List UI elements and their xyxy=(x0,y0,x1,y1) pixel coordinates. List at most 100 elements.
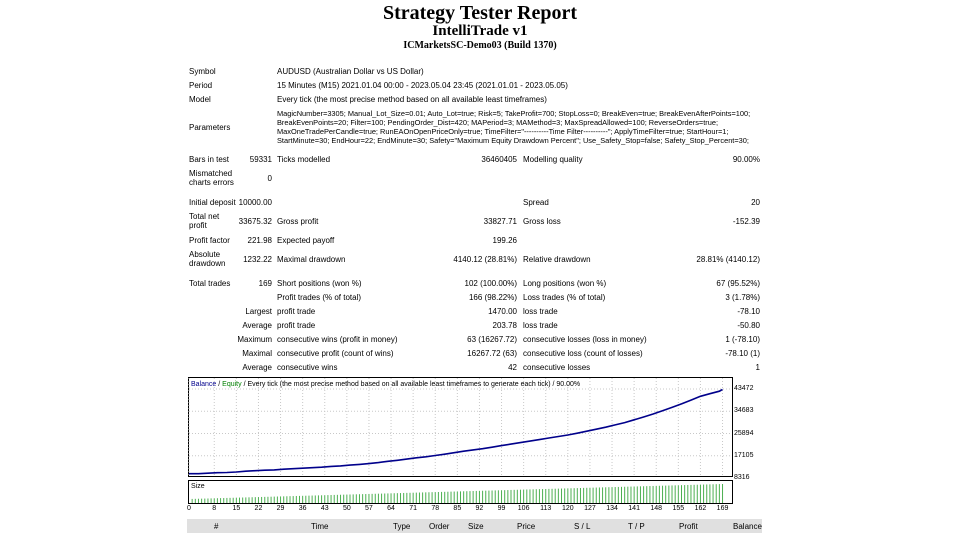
average2-label: Average xyxy=(242,363,272,372)
y-tick-label: 34683 xyxy=(734,407,754,415)
legend-equity: Equity xyxy=(222,381,242,388)
x-tick-label: 155 xyxy=(672,505,685,512)
x-tick-label: 29 xyxy=(276,505,285,512)
netprofit-value: 33675.32 xyxy=(238,217,272,226)
col-number: # xyxy=(214,522,219,531)
quality-label: Modelling quality xyxy=(523,155,583,164)
col-time: Time xyxy=(311,522,329,531)
table-row xyxy=(187,534,762,539)
deposit-value: 10000.00 xyxy=(238,198,272,207)
x-tick-label: 141 xyxy=(628,505,640,512)
col-tp: T / P xyxy=(628,522,645,531)
netprofit-label: Total net xyxy=(189,212,220,221)
profittrades-label: Profit trades (% of total) xyxy=(277,293,362,302)
mismatch-value: 0 xyxy=(267,174,272,183)
spread-label: Spread xyxy=(523,198,549,207)
absdd-value: 1232.22 xyxy=(243,255,272,264)
average-loss-label: loss trade xyxy=(523,321,558,330)
server-name: ICMarketsSC-Demo03 (Build 1370) xyxy=(403,40,557,51)
x-tick-label: 50 xyxy=(342,505,351,512)
x-tick-label: 43 xyxy=(320,505,329,512)
y-tick-label: 25894 xyxy=(734,429,754,437)
model-label: Model xyxy=(189,95,211,104)
average-profit-label: profit trade xyxy=(277,321,316,330)
mismatch-label: Mismatched xyxy=(189,169,233,178)
legend-sep: / xyxy=(218,381,220,388)
ticks-label: Ticks modelled xyxy=(277,155,331,164)
col-price: Price xyxy=(517,522,536,531)
short-value: 102 (100.00%) xyxy=(464,279,517,288)
quality-value: 90.00% xyxy=(732,155,760,164)
payoff-value: 199.26 xyxy=(492,236,517,245)
parameters-label: Parameters xyxy=(189,123,231,132)
col-size: Size xyxy=(468,522,484,531)
largest-profit-label: profit trade xyxy=(277,307,316,316)
x-tick-label: 22 xyxy=(254,505,263,512)
max-consec-wins-value: 63 (16267.72) xyxy=(467,335,517,344)
average-profit-value: 203.78 xyxy=(492,321,517,330)
period-value: 15 Minutes (M15) 2021.01.04 00:00 - 2023… xyxy=(277,81,568,90)
mismatch-label-2: charts errors xyxy=(189,178,234,187)
balance-chart: Balance / Equity / Every tick (the most … xyxy=(188,377,733,504)
max-consec-profit-label: consecutive profit (count of wins) xyxy=(277,349,394,358)
legend-rest: / Every tick (the most precise method ba… xyxy=(244,381,581,388)
payoff-label: Expected payoff xyxy=(277,236,335,245)
maximal-label: Maximal xyxy=(242,349,272,358)
deposit-label: Initial deposit xyxy=(189,198,236,207)
parameters-line: MagicNumber=3305; Manual_Lot_Size=0.01; … xyxy=(277,109,751,118)
x-tick-label: 127 xyxy=(584,505,596,512)
profitfactor-label: Profit factor xyxy=(189,236,230,245)
long-value: 67 (95.52%) xyxy=(716,279,760,288)
largest-loss-label: loss trade xyxy=(523,307,558,316)
x-tick-label: 169 xyxy=(716,505,729,512)
avg-consec-losses-label: consecutive losses xyxy=(523,363,591,372)
max-consec-wins-label: consecutive wins (profit in money) xyxy=(277,335,398,344)
symbol-label: Symbol xyxy=(189,67,216,76)
long-label: Long positions (won %) xyxy=(523,279,607,288)
x-tick-label: 85 xyxy=(453,505,462,512)
max-consec-losses-label: consecutive losses (loss in money) xyxy=(523,335,647,344)
maxdd-value: 4140.12 (28.81%) xyxy=(453,255,517,264)
trades-table-header: # Time Type Order Size Price S / L T / P… xyxy=(187,519,762,533)
size-label: Size xyxy=(191,483,205,490)
profitfactor-value: 221.98 xyxy=(247,236,272,245)
reldd-label: Relative drawdown xyxy=(523,255,591,264)
x-tick-label: 106 xyxy=(517,505,530,512)
x-tick-label: 120 xyxy=(561,505,574,512)
balance-plot-frame xyxy=(188,377,733,477)
x-tick-label: 162 xyxy=(694,505,707,512)
ticks-value: 36460405 xyxy=(481,155,517,164)
short-label: Short positions (won %) xyxy=(277,279,362,288)
losstrades-label: Loss trades (% of total) xyxy=(523,293,606,302)
report-title: Strategy Tester Report xyxy=(382,2,578,24)
x-tick-label: 134 xyxy=(606,505,618,512)
grossloss-label: Gross loss xyxy=(523,217,561,226)
absdd-label: Absolute xyxy=(189,250,221,259)
average-loss-value: -50.80 xyxy=(737,321,760,330)
avg-consec-wins-value: 42 xyxy=(508,363,517,372)
max-consec-profit-value: 16267.72 (63) xyxy=(467,349,517,358)
y-tick-label: 43472 xyxy=(734,385,754,392)
average-label: Average xyxy=(242,321,272,330)
model-value: Every tick (the most precise method base… xyxy=(277,95,547,104)
maximum-label: Maximum xyxy=(237,335,272,344)
spread-value: 20 xyxy=(751,198,760,207)
x-tick-label: 0 xyxy=(187,505,191,512)
netprofit-label-2: profit xyxy=(189,221,207,230)
period-label: Period xyxy=(189,81,213,90)
x-tick-label: 15 xyxy=(232,505,241,512)
max-consec-loss-value: -78.10 (1) xyxy=(725,349,760,358)
grossprofit-label: Gross profit xyxy=(277,217,319,226)
expert-name: IntelliTrade v1 xyxy=(432,23,528,39)
max-consec-losses-value: 1 (-78.10) xyxy=(725,335,760,344)
losstrades-value: 3 (1.78%) xyxy=(725,293,760,302)
grossprofit-value: 33827.71 xyxy=(483,217,517,226)
col-profit: Profit xyxy=(679,522,698,531)
grossloss-value: -152.39 xyxy=(732,217,760,226)
avg-consec-wins-label: consecutive wins xyxy=(277,363,338,372)
symbol-value: AUDUSD (Australian Dollar vs US Dollar) xyxy=(277,67,424,76)
x-tick-label: 57 xyxy=(365,505,373,512)
largest-profit-value: 1470.00 xyxy=(488,307,517,316)
x-tick-label: 99 xyxy=(497,505,506,512)
largest-loss-value: -78.10 xyxy=(737,307,760,316)
